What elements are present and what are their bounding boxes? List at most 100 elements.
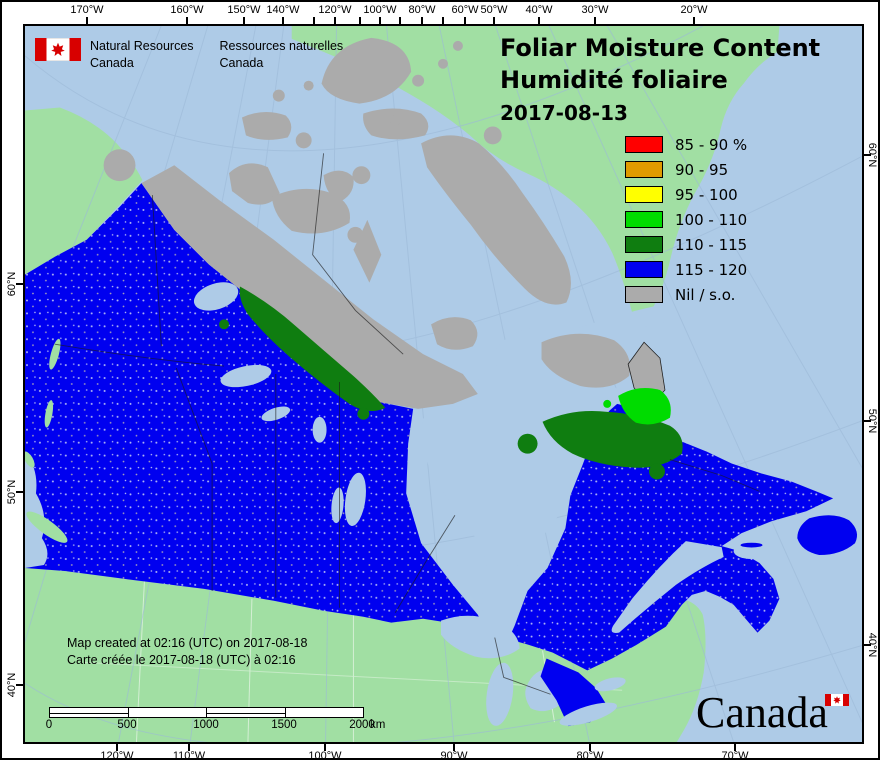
longitude-label: 120°W bbox=[100, 750, 134, 760]
longitude-label: 170°W bbox=[70, 4, 104, 16]
fmc-bright-green-layer bbox=[603, 387, 671, 425]
latitude-label: 50°N bbox=[866, 408, 878, 434]
longitude-label: 140°W bbox=[266, 4, 300, 16]
title-fr: Humidité foliaire bbox=[500, 66, 728, 94]
canada-wordmark: Canada bbox=[696, 688, 828, 737]
agency-name-en: Natural Resources Canada bbox=[90, 39, 194, 70]
legend-swatch bbox=[625, 286, 663, 303]
legend-label: Nil / s.o. bbox=[675, 285, 736, 304]
latitude-tick bbox=[864, 420, 871, 422]
legend-row: 100 - 110 bbox=[625, 207, 747, 232]
longitude-label: 20°W bbox=[680, 4, 708, 16]
legend-swatch bbox=[625, 236, 663, 253]
longitude-label: 90°W bbox=[440, 750, 468, 760]
longitude-tick bbox=[538, 17, 540, 24]
anticosti-island bbox=[740, 542, 763, 548]
inland-lakes bbox=[193, 282, 366, 526]
longitude-tick bbox=[464, 17, 466, 24]
longitude-tick bbox=[589, 744, 591, 751]
longitude-label: 80°W bbox=[408, 4, 436, 16]
latitude-label: 50°N bbox=[6, 479, 18, 505]
legend-row: Nil / s.o. bbox=[625, 282, 747, 307]
legend-label: 110 - 115 bbox=[675, 235, 748, 254]
legend-label: 95 - 100 bbox=[675, 185, 738, 204]
provincial-borders bbox=[54, 153, 760, 695]
longitude-tick bbox=[116, 744, 118, 751]
longitude-tick bbox=[399, 17, 401, 24]
longitude-tick bbox=[734, 744, 736, 751]
scale-label: 500 bbox=[117, 719, 137, 731]
latitude-label: 40°N bbox=[6, 672, 18, 698]
legend-swatch bbox=[625, 261, 663, 278]
scale-bar bbox=[49, 707, 364, 718]
map-title: Foliar Moisture Content Humidité foliair… bbox=[500, 32, 820, 125]
longitude-tick bbox=[334, 17, 336, 24]
longitude-label: 70°W bbox=[721, 750, 749, 760]
scale-segment bbox=[286, 708, 364, 717]
latitude-label: 40°N bbox=[866, 632, 878, 658]
longitude-label: 60°W bbox=[451, 4, 479, 16]
longitude-tick bbox=[186, 17, 188, 24]
creation-note-fr: Carte créée le 2017-08-18 (UTC) à 02:16 bbox=[67, 653, 296, 667]
creation-note-en: Map created at 02:16 (UTC) on 2017-08-18 bbox=[67, 636, 308, 650]
latitude-label: 60°N bbox=[866, 142, 878, 168]
longitude-label: 40°W bbox=[525, 4, 553, 16]
scale-segment bbox=[129, 708, 207, 717]
scale-label: 1500 bbox=[271, 719, 297, 731]
canada-map-graphic bbox=[25, 26, 862, 742]
agency-name-fr: Ressources naturelles Canada bbox=[219, 39, 344, 70]
latitude-label: 60°N bbox=[6, 271, 18, 297]
longitude-tick bbox=[243, 17, 245, 24]
latitude-tick bbox=[16, 491, 23, 493]
longitude-label: 100°W bbox=[363, 4, 397, 16]
legend-swatch bbox=[625, 161, 663, 178]
longitude-label: 110°W bbox=[172, 750, 206, 760]
wordmark-flag-icon bbox=[825, 694, 849, 706]
longitude-tick bbox=[421, 17, 423, 24]
legend: 85 - 90 % 90 - 95 95 - 100 100 - 110 110 - 1… bbox=[625, 132, 747, 307]
legend-row: 110 - 115 bbox=[625, 232, 747, 257]
scale-label: 0 bbox=[45, 719, 53, 731]
longitude-label: 120°W bbox=[318, 4, 352, 16]
longitude-label: 100°W bbox=[308, 750, 342, 760]
legend-label: 115 - 120 bbox=[675, 260, 748, 279]
longitude-label: 50°W bbox=[480, 4, 508, 16]
longitude-tick bbox=[594, 17, 596, 24]
longitude-tick bbox=[313, 17, 315, 24]
st-lawrence bbox=[611, 541, 770, 633]
lakes-erie-ontario bbox=[559, 677, 626, 726]
legend-row: 90 - 95 bbox=[625, 157, 747, 182]
latitude-tick bbox=[16, 283, 23, 285]
map-canvas bbox=[23, 24, 864, 744]
longitude-label: 150°W bbox=[227, 4, 261, 16]
longitude-tick bbox=[86, 17, 88, 24]
legend-label: 90 - 95 bbox=[675, 160, 729, 179]
scale-label: 2000 bbox=[349, 719, 375, 731]
newfoundland-island bbox=[797, 515, 858, 556]
scale-label: 1000 bbox=[193, 719, 219, 731]
latitude-tick bbox=[864, 644, 871, 646]
legend-swatch bbox=[625, 186, 663, 203]
legend-row: 95 - 100 bbox=[625, 182, 747, 207]
longitude-label: 160°W bbox=[170, 4, 204, 16]
longitude-tick bbox=[693, 17, 695, 24]
government-signature: Natural Resources Canada Ressources natu… bbox=[35, 38, 343, 72]
legend-row: 85 - 90 % bbox=[625, 132, 747, 157]
longitude-tick bbox=[282, 17, 284, 24]
longitude-label: 30°W bbox=[581, 4, 609, 16]
legend-row: 115 - 120 bbox=[625, 257, 747, 282]
legend-label: 85 - 90 % bbox=[675, 135, 748, 154]
longitude-tick bbox=[442, 17, 444, 24]
nil-gray-layer bbox=[103, 37, 631, 409]
pei-island bbox=[736, 576, 751, 582]
scale-segment bbox=[50, 708, 129, 717]
scale-segment bbox=[207, 708, 286, 717]
longitude-tick bbox=[324, 744, 326, 751]
longitude-tick bbox=[493, 17, 495, 24]
title-date: 2017-08-13 bbox=[500, 101, 628, 125]
longitude-tick bbox=[379, 17, 381, 24]
fmc-dark-green-layer bbox=[219, 286, 683, 480]
longitude-tick bbox=[188, 744, 190, 751]
legend-swatch bbox=[625, 211, 663, 228]
